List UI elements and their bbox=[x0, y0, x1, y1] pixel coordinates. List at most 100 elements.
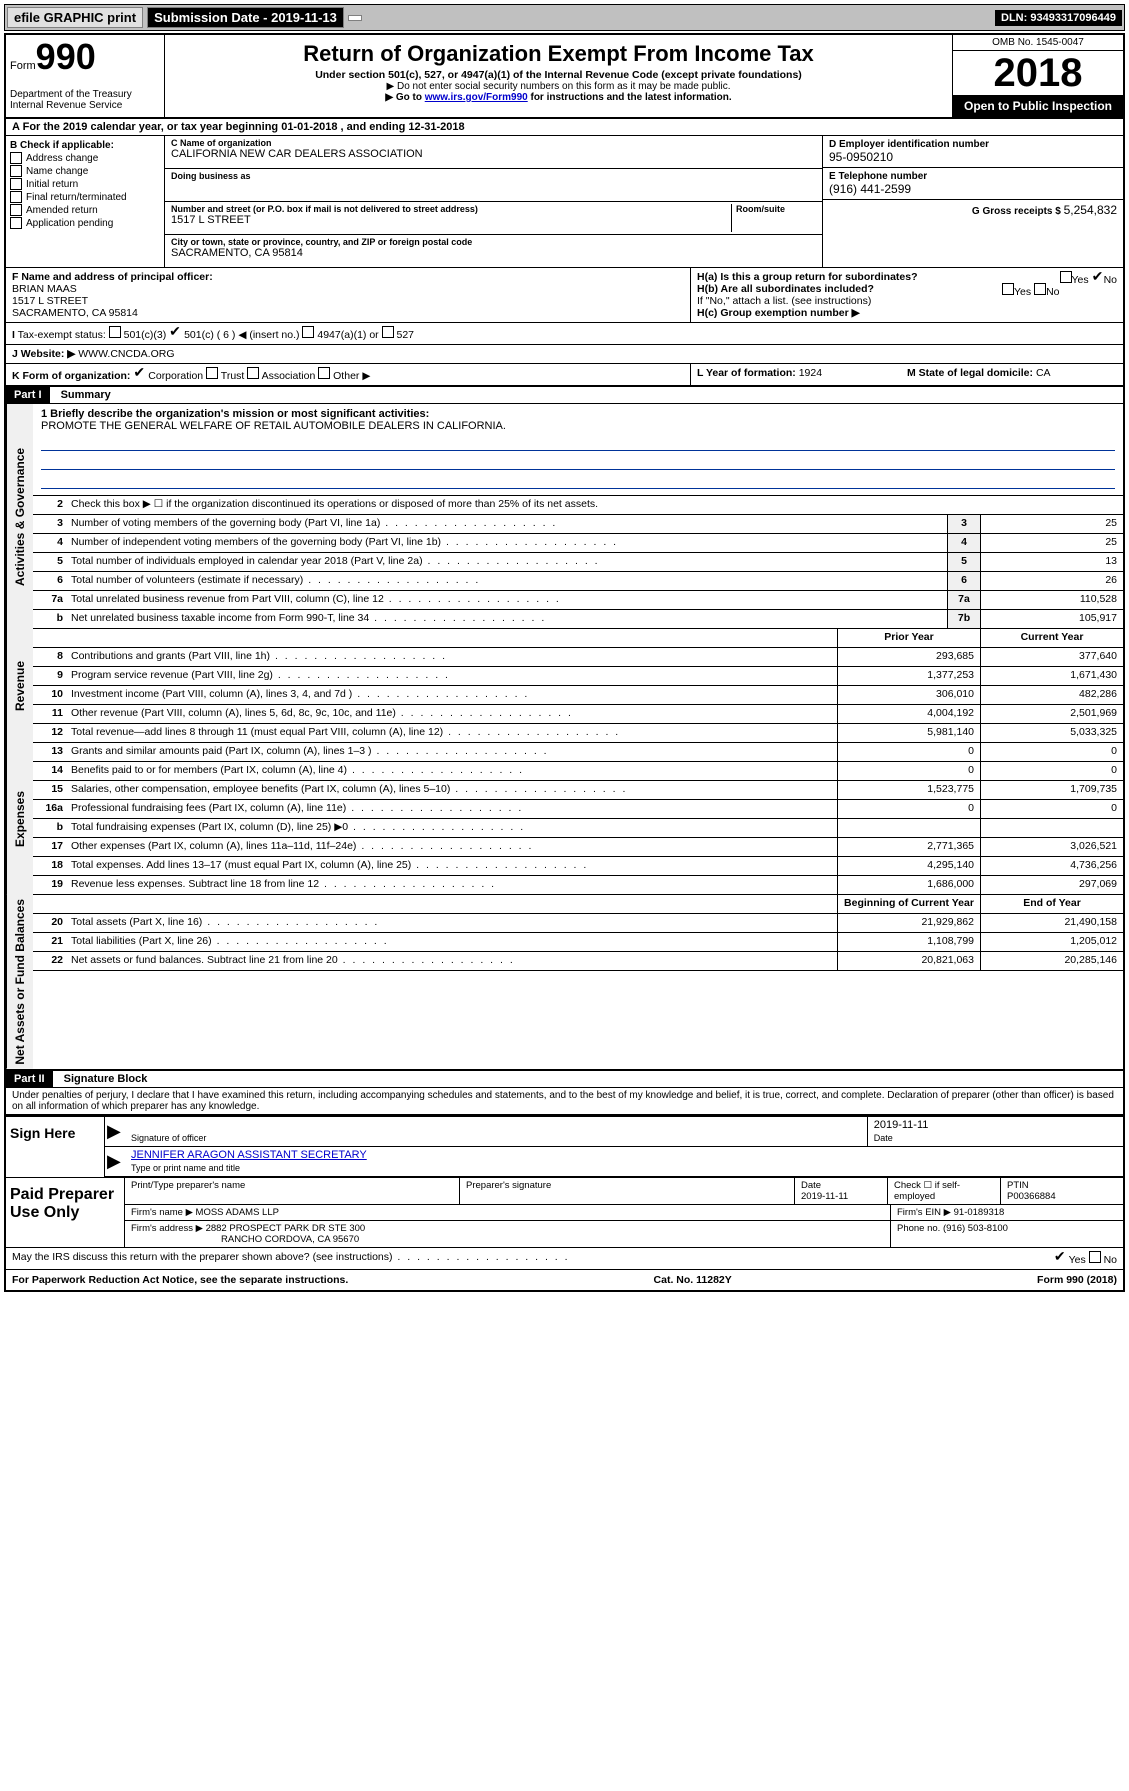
cb-initial-return[interactable] bbox=[10, 178, 22, 190]
cb-trust[interactable] bbox=[206, 367, 218, 379]
prep-phone: (916) 503-8100 bbox=[943, 1223, 1008, 1234]
firm-ein-label: Firm's EIN ▶ bbox=[897, 1207, 951, 1218]
line-2: 2 Check this box ▶ ☐ if the organization… bbox=[33, 496, 1123, 515]
cb-4947[interactable] bbox=[302, 326, 314, 338]
ha-label: H(a) Is this a group return for subordin… bbox=[697, 271, 918, 283]
line-19: 19 Revenue less expenses. Subtract line … bbox=[33, 876, 1123, 895]
officer-name-typed: JENNIFER ARAGON ASSISTANT SECRETARY bbox=[131, 1149, 1117, 1163]
cb-address-change[interactable] bbox=[10, 152, 22, 164]
footer-notice: For Paperwork Reduction Act Notice, see … bbox=[12, 1274, 348, 1286]
irs-link[interactable]: www.irs.gov/Form990 bbox=[425, 92, 528, 103]
room-label: Room/suite bbox=[736, 204, 816, 214]
sub3-pre: ▶ Go to bbox=[385, 92, 424, 103]
expenses-section: Expenses 13 Grants and similar amounts p… bbox=[6, 743, 1123, 895]
block-m-label: M State of legal domicile: bbox=[907, 367, 1033, 379]
mission-blank-1 bbox=[41, 434, 1115, 451]
line-b: b Net unrelated business taxable income … bbox=[33, 610, 1123, 629]
block-klm: K Form of organization: Corporation Trus… bbox=[6, 364, 1123, 387]
block-c: C Name of organization CALIFORNIA NEW CA… bbox=[165, 136, 822, 267]
cb-assoc[interactable] bbox=[247, 367, 259, 379]
opt-application-pending: Application pending bbox=[26, 218, 113, 229]
opt-amended-return: Amended return bbox=[26, 205, 98, 216]
line-10: 10 Investment income (Part VIII, column … bbox=[33, 686, 1123, 705]
hb-no-cb[interactable] bbox=[1034, 283, 1046, 295]
opt-501c3: 501(c)(3) bbox=[124, 329, 167, 341]
name-label: C Name of organization bbox=[171, 138, 816, 148]
discuss-no-cb[interactable] bbox=[1089, 1251, 1101, 1263]
form-prefix: Form bbox=[10, 60, 36, 72]
part-1-title: Summary bbox=[53, 387, 119, 403]
opt-assoc: Association bbox=[262, 370, 316, 382]
net-assets-section: Net Assets or Fund Balances Beginning of… bbox=[6, 895, 1123, 1071]
discuss-yes: Yes bbox=[1069, 1254, 1086, 1266]
block-h: H(a) Is this a group return for subordin… bbox=[690, 268, 1123, 322]
discuss-yes-check bbox=[1054, 1251, 1066, 1263]
hb-yes-cb[interactable] bbox=[1002, 283, 1014, 295]
line-18: 18 Total expenses. Add lines 13–17 (must… bbox=[33, 857, 1123, 876]
discuss-row: May the IRS discuss this return with the… bbox=[6, 1247, 1123, 1270]
website-label: J Website: ▶ bbox=[12, 348, 75, 360]
discuss-text: May the IRS discuss this return with the… bbox=[12, 1251, 570, 1266]
header-right: OMB No. 1545-0047 2018 Open to Public In… bbox=[952, 35, 1123, 117]
cb-application-pending[interactable] bbox=[10, 217, 22, 229]
vtab-revenue: Revenue bbox=[6, 629, 33, 743]
street-value: 1517 L STREET bbox=[171, 214, 731, 226]
submission-date-button[interactable]: Submission Date - 2019-11-13 bbox=[147, 7, 344, 28]
vtab-net-assets: Net Assets or Fund Balances bbox=[6, 895, 33, 1069]
form-990: Form990 Department of the Treasury Inter… bbox=[4, 33, 1125, 1292]
ha-yes: Yes bbox=[1072, 274, 1089, 286]
discuss-no: No bbox=[1104, 1254, 1117, 1266]
cb-amended-return[interactable] bbox=[10, 204, 22, 216]
ha-no-check bbox=[1092, 271, 1104, 283]
line-20: 20 Total assets (Part X, line 16) 21,929… bbox=[33, 914, 1123, 933]
line-14: 14 Benefits paid to or for members (Part… bbox=[33, 762, 1123, 781]
hc-label: H(c) Group exemption number ▶ bbox=[697, 307, 860, 319]
line-3: 3 Number of voting members of the govern… bbox=[33, 515, 1123, 534]
block-k-label: K Form of organization: bbox=[12, 370, 130, 382]
mission-blank-2 bbox=[41, 453, 1115, 470]
hb-label: H(b) Are all subordinates included? bbox=[697, 283, 874, 295]
firm-city: RANCHO CORDOVA, CA 95670 bbox=[221, 1234, 359, 1245]
line-6: 6 Total number of volunteers (estimate i… bbox=[33, 572, 1123, 591]
line-2-desc: Check this box ▶ ☐ if the organization d… bbox=[67, 496, 1123, 514]
website-value: WWW.CNCDA.ORG bbox=[78, 348, 174, 360]
mission-box: 1 Briefly describe the organization's mi… bbox=[33, 404, 1123, 496]
form-number: 990 bbox=[36, 36, 96, 77]
line-22: 22 Net assets or fund balances. Subtract… bbox=[33, 952, 1123, 971]
ha-yes-cb[interactable] bbox=[1060, 271, 1072, 283]
preparer-label: Paid Preparer Use Only bbox=[6, 1178, 125, 1247]
firm-addr: 2882 PROSPECT PARK DR STE 300 bbox=[206, 1223, 366, 1234]
tax-year: 2018 bbox=[953, 51, 1123, 95]
officer-name: BRIAN MAAS bbox=[12, 283, 77, 295]
part-2-badge: Part II bbox=[6, 1071, 53, 1087]
name-label: Type or print name and title bbox=[131, 1163, 240, 1173]
line-11: 11 Other revenue (Part VIII, column (A),… bbox=[33, 705, 1123, 724]
cb-501c3[interactable] bbox=[109, 326, 121, 338]
mission-text: PROMOTE THE GENERAL WELFARE OF RETAIL AU… bbox=[41, 420, 1115, 432]
cb-other[interactable] bbox=[318, 367, 330, 379]
part-1-header: Part I Summary bbox=[6, 387, 1123, 404]
opt-corp: Corporation bbox=[148, 370, 203, 382]
firm-addr-label: Firm's address ▶ bbox=[131, 1223, 203, 1234]
end-year-header: End of Year bbox=[980, 895, 1123, 913]
opt-address-change: Address change bbox=[26, 153, 98, 164]
officer-signature[interactable] bbox=[131, 1119, 861, 1133]
part-1-badge: Part I bbox=[6, 387, 50, 403]
block-j: J Website: ▶ WWW.CNCDA.ORG bbox=[6, 345, 1123, 364]
cb-527[interactable] bbox=[382, 326, 394, 338]
block-l-label: L Year of formation: bbox=[697, 367, 796, 379]
efile-button[interactable]: efile GRAPHIC print bbox=[7, 7, 143, 28]
opt-initial-return: Initial return bbox=[26, 179, 78, 190]
net-col-headers: Beginning of Current Year End of Year bbox=[33, 895, 1123, 914]
cb-final-return[interactable] bbox=[10, 191, 22, 203]
prep-date: 2019-11-11 bbox=[801, 1191, 848, 1202]
footer: For Paperwork Reduction Act Notice, see … bbox=[6, 1270, 1123, 1290]
sub3-post: for instructions and the latest informat… bbox=[528, 92, 732, 103]
cb-name-change[interactable] bbox=[10, 165, 22, 177]
prep-date-label: Date bbox=[801, 1180, 821, 1191]
opt-trust: Trust bbox=[221, 370, 245, 382]
block-l-value: 1924 bbox=[799, 367, 822, 379]
line-b: b Total fundraising expenses (Part IX, c… bbox=[33, 819, 1123, 838]
cb-501c6-checked bbox=[169, 326, 181, 338]
line-4: 4 Number of independent voting members o… bbox=[33, 534, 1123, 553]
